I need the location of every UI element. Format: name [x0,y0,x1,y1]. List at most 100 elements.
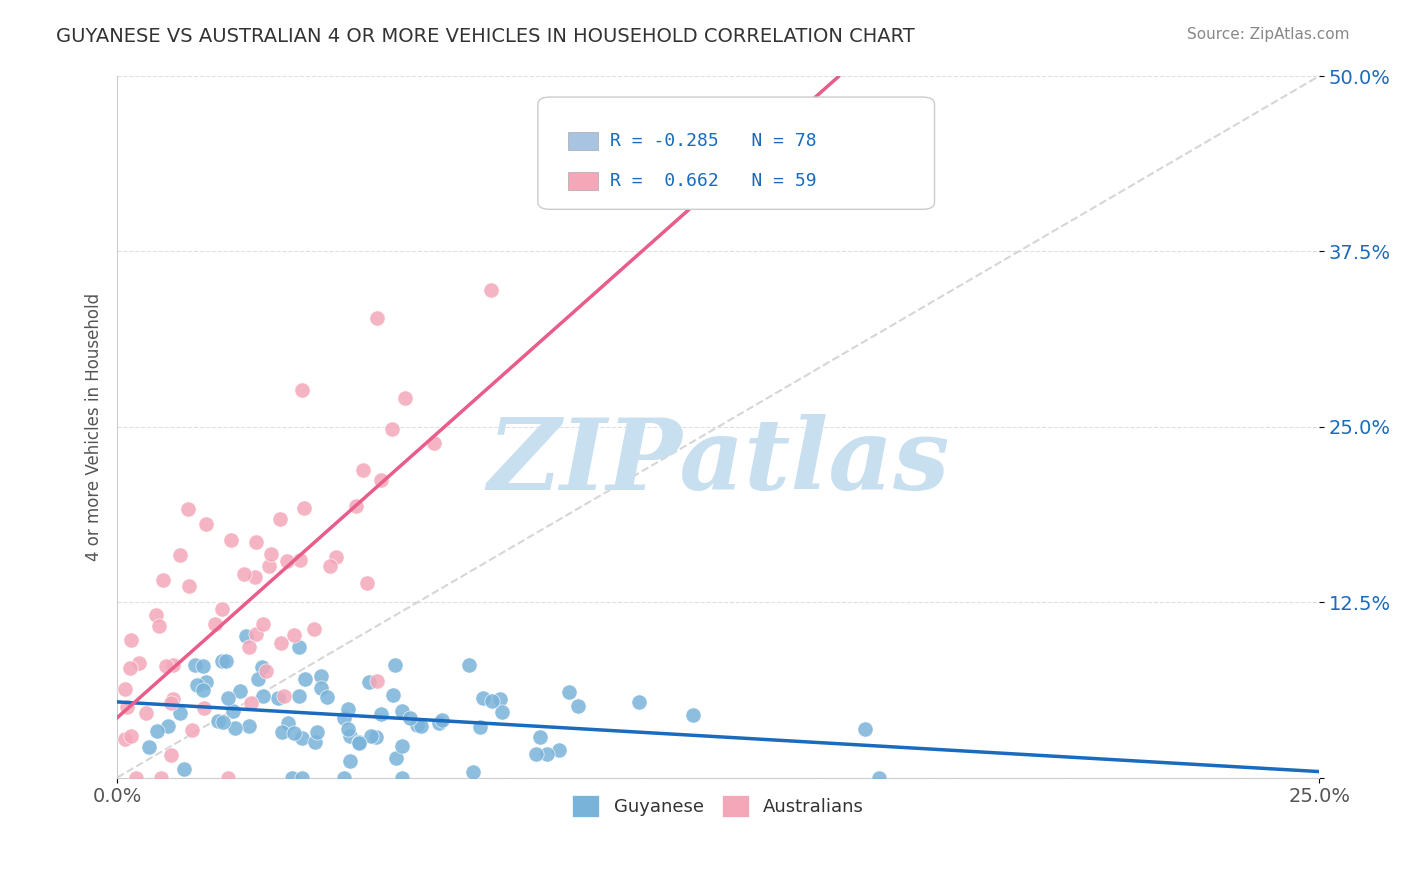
Point [316,690,339,704]
Point [217,690,239,705]
Point [524,747,547,761]
Point [118,660,141,674]
Point [339,729,361,743]
Point [181,723,204,738]
Point [246,672,269,686]
Point [370,707,392,722]
Point [853,722,876,736]
Point [254,664,277,678]
Point [364,731,387,745]
Point [273,689,295,703]
Point [682,707,704,722]
Point [491,705,513,719]
Point [145,723,167,738]
Point [138,739,160,754]
Point [194,674,217,689]
Point [148,619,170,633]
Point [398,711,420,725]
Point [211,602,233,616]
Point [115,699,138,714]
Point [394,391,416,405]
Point [347,736,370,750]
Point [162,658,184,673]
Point [291,383,314,397]
Point [145,608,167,623]
Point [427,715,450,730]
Point [529,730,551,744]
FancyBboxPatch shape [568,172,598,190]
Point [215,654,238,668]
Point [291,771,314,785]
Point [125,771,148,785]
Point [221,533,243,548]
Point [169,706,191,721]
FancyBboxPatch shape [568,132,598,150]
Point [333,771,356,785]
Point [332,711,354,725]
Point [240,696,263,710]
Point [276,554,298,568]
Text: GUYANESE VS AUSTRALIAN 4 OR MORE VEHICLES IN HOUSEHOLD CORRELATION CHART: GUYANESE VS AUSTRALIAN 4 OR MORE VEHICLE… [56,27,915,45]
Point [211,715,233,730]
Point [470,720,492,734]
Point [406,718,429,732]
Point [294,673,316,687]
Text: Source: ZipAtlas.com: Source: ZipAtlas.com [1187,27,1350,42]
Point [232,567,254,582]
Point [149,771,172,785]
Point [160,748,183,763]
Point [235,629,257,643]
Point [352,463,374,477]
Point [558,684,581,698]
Point [281,771,304,785]
Point [120,632,142,647]
Point [194,517,217,532]
Point [391,704,413,718]
Point [222,704,245,718]
Point [114,731,136,746]
Point [385,751,408,765]
Point [245,627,267,641]
Point [173,762,195,776]
Point [366,673,388,688]
Point [267,690,290,705]
Point [283,627,305,641]
Point [288,553,311,567]
Point [391,739,413,754]
Point [183,658,205,673]
Point [211,654,233,668]
Point [302,623,325,637]
Point [155,659,177,673]
Point [359,675,381,690]
Point [347,734,370,748]
Point [177,579,200,593]
Point [868,771,890,785]
Point [381,422,404,436]
Point [224,721,246,735]
Point [366,311,388,326]
Point [186,678,208,692]
Point [283,725,305,739]
Point [339,754,361,768]
Point [430,713,453,727]
Point [271,725,294,739]
Point [193,701,215,715]
Point [245,535,267,549]
Point [488,692,510,706]
Point [319,558,342,573]
Text: R = -0.285   N = 78: R = -0.285 N = 78 [610,132,817,150]
Point [288,640,311,655]
Point [238,640,260,655]
Point [423,435,446,450]
Point [204,617,226,632]
Point [191,683,214,698]
Point [160,696,183,710]
Point [176,501,198,516]
Point [325,550,347,565]
Point [259,547,281,561]
Point [391,771,413,785]
Point [536,747,558,762]
Point [292,501,315,516]
Point [356,576,378,591]
Point [567,699,589,714]
